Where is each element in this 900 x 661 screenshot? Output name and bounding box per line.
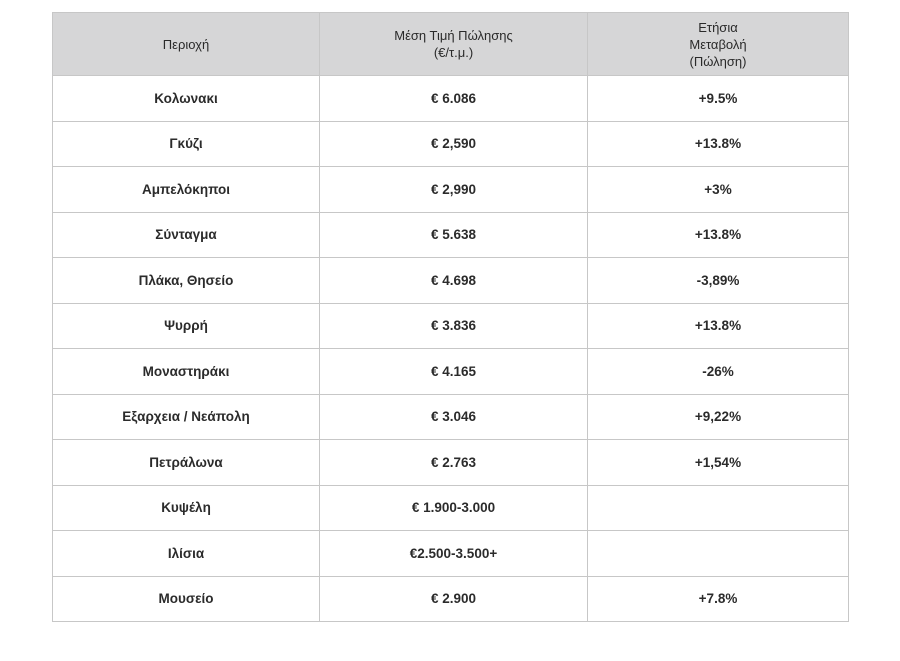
cell-change: +1,54%: [587, 439, 849, 486]
cell-region: Πλάκα, Θησείο: [52, 257, 320, 304]
header-price: Μέση Τιμή Πώλησης (€/τ.μ.): [319, 12, 588, 76]
cell-region: Αμπελόκηποι: [52, 166, 320, 213]
cell-region: Μοναστηράκι: [52, 348, 320, 395]
cell-price: € 2.900: [319, 575, 588, 622]
cell-price: € 2,590: [319, 120, 588, 167]
table-row: Πετράλωνα € 2.763 +1,54%: [52, 439, 849, 486]
header-change: Ετήσια Μεταβολή (Πώληση): [587, 12, 849, 76]
cell-price: € 5.638: [319, 211, 588, 258]
cell-change: +3%: [587, 166, 849, 213]
header-change-line1: Ετήσια: [698, 19, 738, 35]
cell-change: [587, 484, 849, 531]
cell-price: € 4.165: [319, 348, 588, 395]
table-body: Κολωνακι € 6.086 +9.5% Γκύζι € 2,590 +13…: [52, 75, 849, 622]
cell-region: Εξαρχεια / Νεάπολη: [52, 393, 320, 440]
header-region-label: Περιοχή: [162, 36, 210, 52]
cell-change: -26%: [587, 348, 849, 395]
header-region: Περιοχή: [52, 12, 320, 76]
cell-region: Ψυρρή: [52, 302, 320, 349]
cell-region: Κολωνακι: [52, 75, 320, 122]
header-row: Περιοχή Μέση Τιμή Πώλησης (€/τ.μ.) Ετήσι…: [52, 12, 849, 76]
table-row: Κυψέλη € 1.900-3.000: [52, 484, 849, 531]
cell-region: Κυψέλη: [52, 484, 320, 531]
table-row: Εξαρχεια / Νεάπολη € 3.046 +9,22%: [52, 393, 849, 440]
price-table: Περιοχή Μέση Τιμή Πώλησης (€/τ.μ.) Ετήσι…: [52, 12, 849, 622]
table-row: Γκύζι € 2,590 +13.8%: [52, 120, 849, 167]
cell-price: € 2.763: [319, 439, 588, 486]
cell-region: Μουσείο: [52, 575, 320, 622]
table-row: Ιλίσια €2.500-3.500+: [52, 530, 849, 577]
cell-price: € 4.698: [319, 257, 588, 304]
cell-change: +13.8%: [587, 120, 849, 167]
table-header: Περιοχή Μέση Τιμή Πώλησης (€/τ.μ.) Ετήσι…: [52, 12, 849, 76]
cell-price: € 3.046: [319, 393, 588, 440]
table-row: Ψυρρή € 3.836 +13.8%: [52, 302, 849, 349]
header-price-line2: (€/τ.μ.): [433, 45, 474, 60]
cell-region: Ιλίσια: [52, 530, 320, 577]
table-row: Πλάκα, Θησείο € 4.698 -3,89%: [52, 257, 849, 304]
cell-change: +13.8%: [587, 211, 849, 258]
table-row: Αμπελόκηποι € 2,990 +3%: [52, 166, 849, 213]
cell-change: +9.5%: [587, 75, 849, 122]
header-change-line2: Μεταβολή: [689, 36, 747, 52]
cell-price: € 3.836: [319, 302, 588, 349]
table-row: Σύνταγμα € 5.638 +13.8%: [52, 211, 849, 258]
cell-price: € 1.900-3.000: [319, 484, 588, 531]
cell-region: Γκύζι: [52, 120, 320, 167]
cell-price: € 6.086: [319, 75, 588, 122]
cell-price: €2.500-3.500+: [319, 530, 588, 577]
header-price-line1: Μέση Τιμή Πώλησης: [394, 28, 513, 43]
cell-change: +7.8%: [587, 575, 849, 622]
cell-change: -3,89%: [587, 257, 849, 304]
cell-change: +9,22%: [587, 393, 849, 440]
cell-change: +13.8%: [587, 302, 849, 349]
cell-region: Πετράλωνα: [52, 439, 320, 486]
table-row: Κολωνακι € 6.086 +9.5%: [52, 75, 849, 122]
header-change-line3: (Πώληση): [689, 53, 747, 69]
table-row: Μουσείο € 2.900 +7.8%: [52, 575, 849, 622]
cell-region: Σύνταγμα: [52, 211, 320, 258]
cell-change: [587, 530, 849, 577]
table-row: Μοναστηράκι € 4.165 -26%: [52, 348, 849, 395]
cell-price: € 2,990: [319, 166, 588, 213]
